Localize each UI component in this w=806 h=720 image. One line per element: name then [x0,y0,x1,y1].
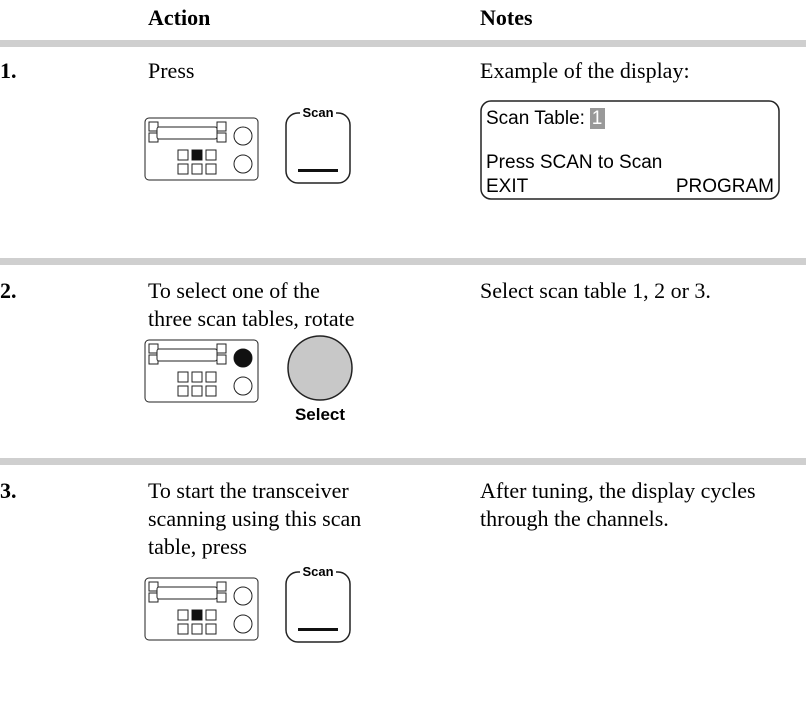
step-action: Press [148,58,194,83]
step-action: To select one of the [148,278,320,303]
column-header: Action [148,5,210,30]
select-knob: Select [287,335,353,424]
step-action: table, press [148,534,247,559]
step-action: To start the transceiver [148,478,349,503]
radio-icon [144,577,259,641]
step-note: Example of the display: [480,58,690,83]
radio-icon [144,117,259,181]
rule [0,40,806,47]
button-label: Scan [302,564,333,579]
radio-icon [144,339,259,403]
display-label: Scan Table: [486,108,585,129]
knob-label: Select [295,405,345,424]
column-header: Notes [480,5,533,30]
display-value: 1 [592,108,603,129]
softkey-left: EXIT [486,176,529,197]
step-number: 1. [0,58,17,83]
step-note: Select scan table 1, 2 or 3. [480,278,711,303]
step-number: 3. [0,478,17,503]
step-note: through the channels. [480,506,669,531]
scan-button: Scan [285,104,351,184]
button-label: Scan [302,105,333,120]
step-note: After tuning, the display cycles [480,478,756,503]
scan-button: Scan [285,563,351,643]
rule [0,258,806,265]
rule [0,458,806,465]
step-number: 2. [0,278,17,303]
step-action: scanning using this scan [148,506,361,531]
step-action: three scan tables, rotate [148,306,354,331]
display: Scan Table: 1 Press SCAN to Scan EXIT PR… [480,100,780,200]
softkey-right: PROGRAM [676,176,774,197]
display-message: Press SCAN to Scan [486,152,662,173]
